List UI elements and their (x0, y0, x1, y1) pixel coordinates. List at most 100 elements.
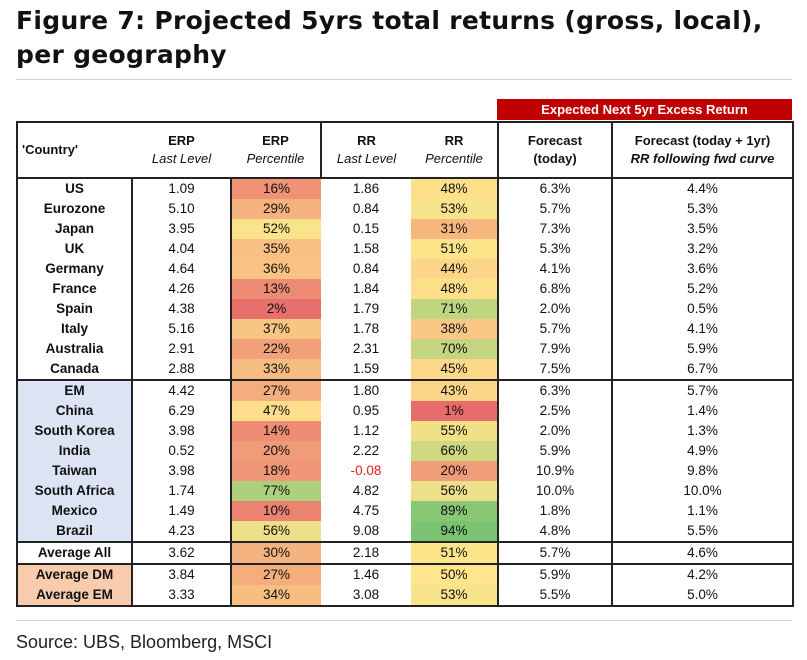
forecast-today-cell: 5.9% (498, 563, 613, 585)
forecast-plus-1yr-cell: 10.0% (612, 481, 794, 501)
erp-percentile-cell: 30% (231, 541, 321, 564)
country-cell: South Korea (16, 421, 133, 441)
erp-last-cell: 3.33 (132, 585, 232, 607)
header-rr-percentile: RR Percentile (411, 121, 499, 179)
forecast-today-cell: 5.7% (498, 541, 613, 564)
rr-last-cell: 1.46 (321, 563, 411, 585)
forecast-today-cell: 1.8% (498, 501, 613, 521)
forecast-plus-1yr-cell: 5.7% (612, 379, 794, 401)
forecast-plus-1yr-cell: 6.7% (612, 359, 794, 380)
source-note: Source: UBS, Bloomberg, MSCI (16, 632, 273, 652)
forecast-plus-1yr-cell: 4.6% (612, 541, 794, 564)
table-row: UK 4.04 35% 1.58 51% 5.3% 3.2% (16, 239, 794, 259)
country-cell: Brazil (16, 521, 133, 542)
erp-percentile-cell: 36% (231, 259, 321, 279)
country-cell: Taiwan (16, 461, 133, 481)
country-cell: Average EM (16, 585, 133, 607)
rr-last-cell: 1.79 (352, 301, 380, 316)
rr-percentile-cell: 94% (411, 521, 499, 542)
erp-percentile-cell: 2% (231, 299, 321, 319)
rr-last-cell: 3.08 (321, 585, 411, 607)
rr-last-cell: 2.18 (321, 541, 411, 564)
rr-percentile-cell: 44% (411, 259, 499, 279)
country-cell: Canada (16, 359, 133, 380)
table-row: China 6.29 47% 0.95 1% 2.5% 1.4% (16, 401, 794, 421)
header-erp-percentile: ERP Percentile (231, 121, 322, 179)
table-row: South Africa 1.74 77% 4.82 56% 10.0% 10.0% (16, 481, 794, 501)
forecast-plus-1yr-cell: 5.3% (612, 199, 794, 219)
erp-percentile-cell: 18% (231, 461, 321, 481)
forecast-plus-1yr-cell: 4.4% (612, 178, 794, 199)
table-row: EM 4.42 27% 1.80 43% 6.3% 5.7% (16, 379, 794, 401)
rr-last-cell: 1.78 (352, 321, 380, 336)
erp-percentile-cell: 29% (231, 199, 321, 219)
table-row: Eurozone 5.10 29% 0.84 53% 5.7% 5.3% (16, 199, 794, 219)
country-cell: France (16, 279, 133, 299)
erp-percentile-cell: 10% (231, 501, 321, 521)
rr-percentile-cell: 48% (411, 178, 499, 199)
forecast-today-cell: 4.1% (498, 259, 613, 279)
rr-last-cell: 9.08 (352, 523, 380, 538)
rr-last-cell: 0.84 (352, 201, 380, 216)
erp-last-cell: 5.16 (132, 319, 232, 339)
table-row: Mexico 1.49 10% 4.75 89% 1.8% 1.1% (16, 501, 794, 521)
erp-last-cell: 3.62 (132, 541, 232, 564)
forecast-today-cell: 2.0% (498, 421, 613, 441)
rr-percentile-cell: 51% (411, 239, 499, 259)
erp-last-cell: 1.74 (132, 481, 232, 501)
rr-last-cell: 0.95 (352, 403, 380, 418)
country-cell: Mexico (16, 501, 133, 521)
erp-percentile-cell: 35% (231, 239, 321, 259)
table-row: Italy 5.16 37% 1.78 38% 5.7% 4.1% (16, 319, 794, 339)
forecast-plus-1yr-cell: 1.3% (612, 421, 794, 441)
header-rr-last: RR Last Level (321, 121, 411, 179)
erp-percentile-cell: 34% (231, 585, 321, 607)
erp-last-cell: 4.23 (132, 521, 232, 542)
header-erp-last: ERP Last Level (132, 121, 231, 179)
country-cell: Germany (16, 259, 133, 279)
country-cell: Spain (16, 299, 133, 319)
country-cell: South Africa (16, 481, 133, 501)
forecast-today-cell: 5.5% (498, 585, 613, 607)
header-country: 'Country' (16, 121, 132, 179)
rr-last-cell: 1.12 (352, 423, 380, 438)
table-row: Average All 3.62 30% 2.18 51% 5.7% 4.6% (16, 541, 794, 564)
forecast-today-cell: 7.5% (498, 359, 613, 380)
country-cell: Average All (16, 541, 133, 564)
forecast-today-cell: 5.3% (498, 239, 613, 259)
forecast-today-cell: 2.5% (498, 401, 613, 421)
rr-percentile-cell: 51% (411, 541, 499, 564)
erp-percentile-cell: 33% (231, 359, 321, 380)
erp-percentile-cell: 47% (231, 401, 321, 421)
rr-percentile-cell: 89% (411, 501, 499, 521)
rr-percentile-cell: 31% (411, 219, 499, 239)
table-row: Average EM 3.33 34% 3.08 53% 5.5% 5.0% (16, 585, 794, 607)
rr-percentile-cell: 1% (411, 401, 499, 421)
rr-last-cell: 0.84 (352, 261, 380, 276)
country-cell: EM (16, 379, 133, 401)
rr-percentile-cell: 55% (411, 421, 499, 441)
forecast-plus-1yr-cell: 4.9% (612, 441, 794, 461)
erp-percentile-cell: 14% (231, 421, 321, 441)
rr-last-cell: 1.80 (321, 379, 411, 401)
forecast-plus-1yr-cell: 1.1% (612, 501, 794, 521)
rr-percentile-cell: 56% (411, 481, 499, 501)
table-row: Average DM 3.84 27% 1.46 50% 5.9% 4.2% (16, 563, 794, 585)
table-row: South Korea 3.98 14% 1.12 55% 2.0% 1.3% (16, 421, 794, 441)
rr-percentile-cell: 50% (411, 563, 499, 585)
forecast-today-cell: 5.7% (498, 199, 613, 219)
table-row: France 4.26 13% 1.84 48% 6.8% 5.2% (16, 279, 794, 299)
erp-last-cell: 2.91 (132, 339, 232, 359)
erp-last-cell: 4.42 (132, 379, 232, 401)
erp-last-cell: 1.49 (132, 501, 232, 521)
table-row: US 1.09 16% 1.86 48% 6.3% 4.4% (16, 178, 794, 199)
erp-percentile-cell: 37% (231, 319, 321, 339)
forecast-plus-1yr-cell: 1.4% (612, 401, 794, 421)
erp-last-cell: 2.88 (132, 359, 232, 380)
rr-last-cell: 1.59 (352, 361, 380, 376)
forecast-plus-1yr-cell: 5.2% (612, 279, 794, 299)
country-cell: Australia (16, 339, 133, 359)
rr-last-cell: 2.31 (352, 341, 380, 356)
forecast-today-cell: 10.9% (498, 461, 613, 481)
erp-last-cell: 4.04 (132, 239, 232, 259)
